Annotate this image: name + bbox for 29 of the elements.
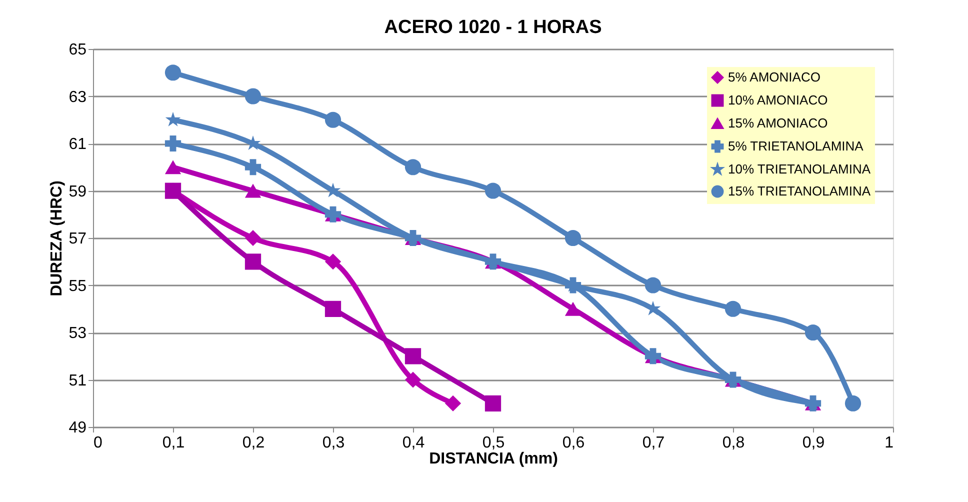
x-tick-label: 0,4 bbox=[402, 434, 425, 452]
y-axis-title: DUREZA (HRC) bbox=[48, 180, 66, 296]
y-tick-label: 49 bbox=[68, 420, 87, 436]
y-tick-label: 59 bbox=[68, 183, 87, 200]
chart-title: ACERO 1020 - 1 HORAS bbox=[384, 17, 602, 38]
x-tick-label: 0,2 bbox=[242, 434, 265, 452]
y-tick-label: 57 bbox=[68, 230, 87, 248]
legend-label: 15% TRIETANOLAMINA bbox=[728, 184, 871, 198]
legend-label: 10% AMONIACO bbox=[728, 92, 828, 108]
legend-label: 10% TRIETANOLAMINA bbox=[728, 162, 871, 176]
y-tick-label: 51 bbox=[68, 372, 87, 390]
x-tick-label: 0,1 bbox=[162, 434, 185, 452]
y-tick-label: 63 bbox=[68, 88, 87, 106]
x-tick-label: 0,8 bbox=[722, 434, 745, 452]
x-tick-label: 0,3 bbox=[322, 434, 345, 452]
x-tick-label: 0,6 bbox=[562, 434, 585, 452]
x-tick-label: 1 bbox=[884, 434, 894, 452]
y-tick-label: 65 bbox=[68, 42, 87, 58]
y-tick-label: 61 bbox=[68, 136, 87, 153]
legend-label: 5% TRIETANOLAMINA bbox=[728, 138, 864, 154]
x-tick-label: 0,7 bbox=[642, 434, 665, 452]
legend-label: 15% AMONIACO bbox=[728, 116, 828, 130]
x-tick-label: 0,5 bbox=[482, 434, 505, 452]
x-tick-label: 0,9 bbox=[802, 434, 825, 452]
y-tick-label: 53 bbox=[68, 325, 87, 342]
x-axis-title: DISTANCIA (mm) bbox=[429, 450, 558, 468]
legend-label: 5% AMONIACO bbox=[728, 70, 820, 84]
x-tick-label: 0 bbox=[94, 434, 102, 452]
y-tick-label: 55 bbox=[68, 278, 87, 295]
